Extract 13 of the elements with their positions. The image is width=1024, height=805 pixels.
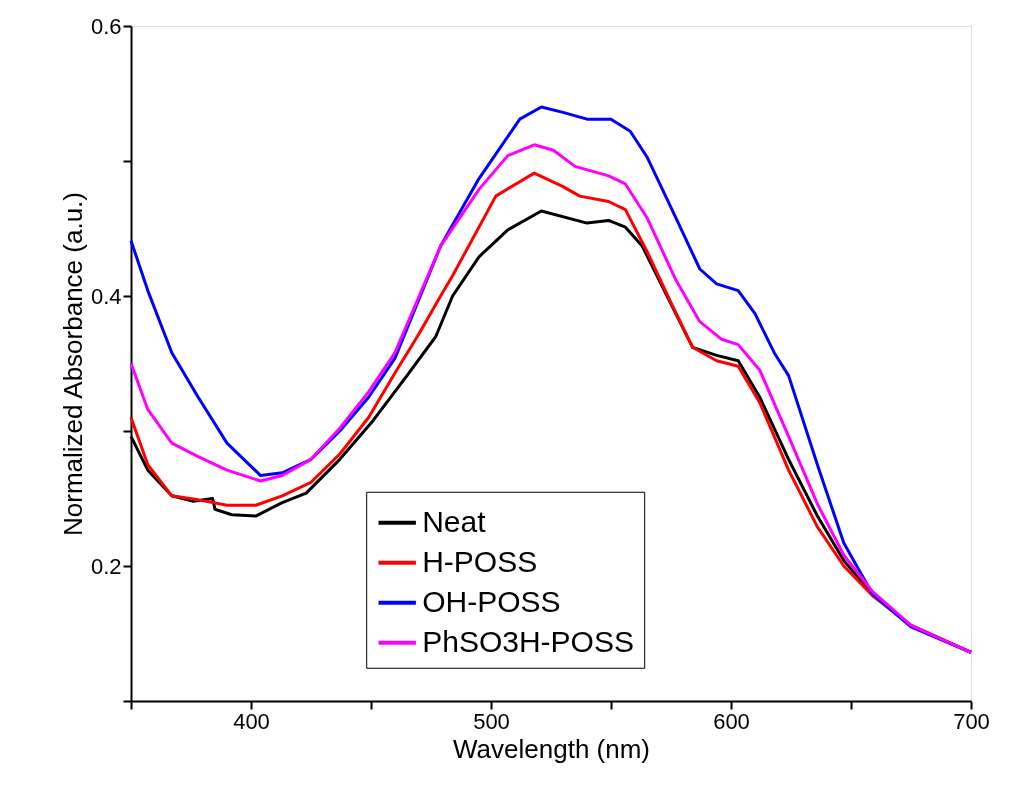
x-tick-label: 600 <box>713 708 750 734</box>
x-tick-label: 400 <box>233 708 270 734</box>
legend-label: Neat <box>422 504 487 538</box>
y-tick-label: 0.4 <box>90 283 122 309</box>
legend-label: OH-POSS <box>422 584 561 618</box>
x-tick-label: 500 <box>473 708 510 734</box>
legend-label: PhSO3H-POSS <box>422 624 634 658</box>
y-tick-label: 0.6 <box>90 13 122 39</box>
x-axis-title: Wavelength (nm) <box>453 733 650 764</box>
legend-label: H-POSS <box>422 544 538 578</box>
y-tick-label: 0.2 <box>90 553 122 579</box>
x-tick-label: 700 <box>953 708 990 734</box>
y-axis-title: Normalized Absorbance (a.u.) <box>57 192 88 536</box>
